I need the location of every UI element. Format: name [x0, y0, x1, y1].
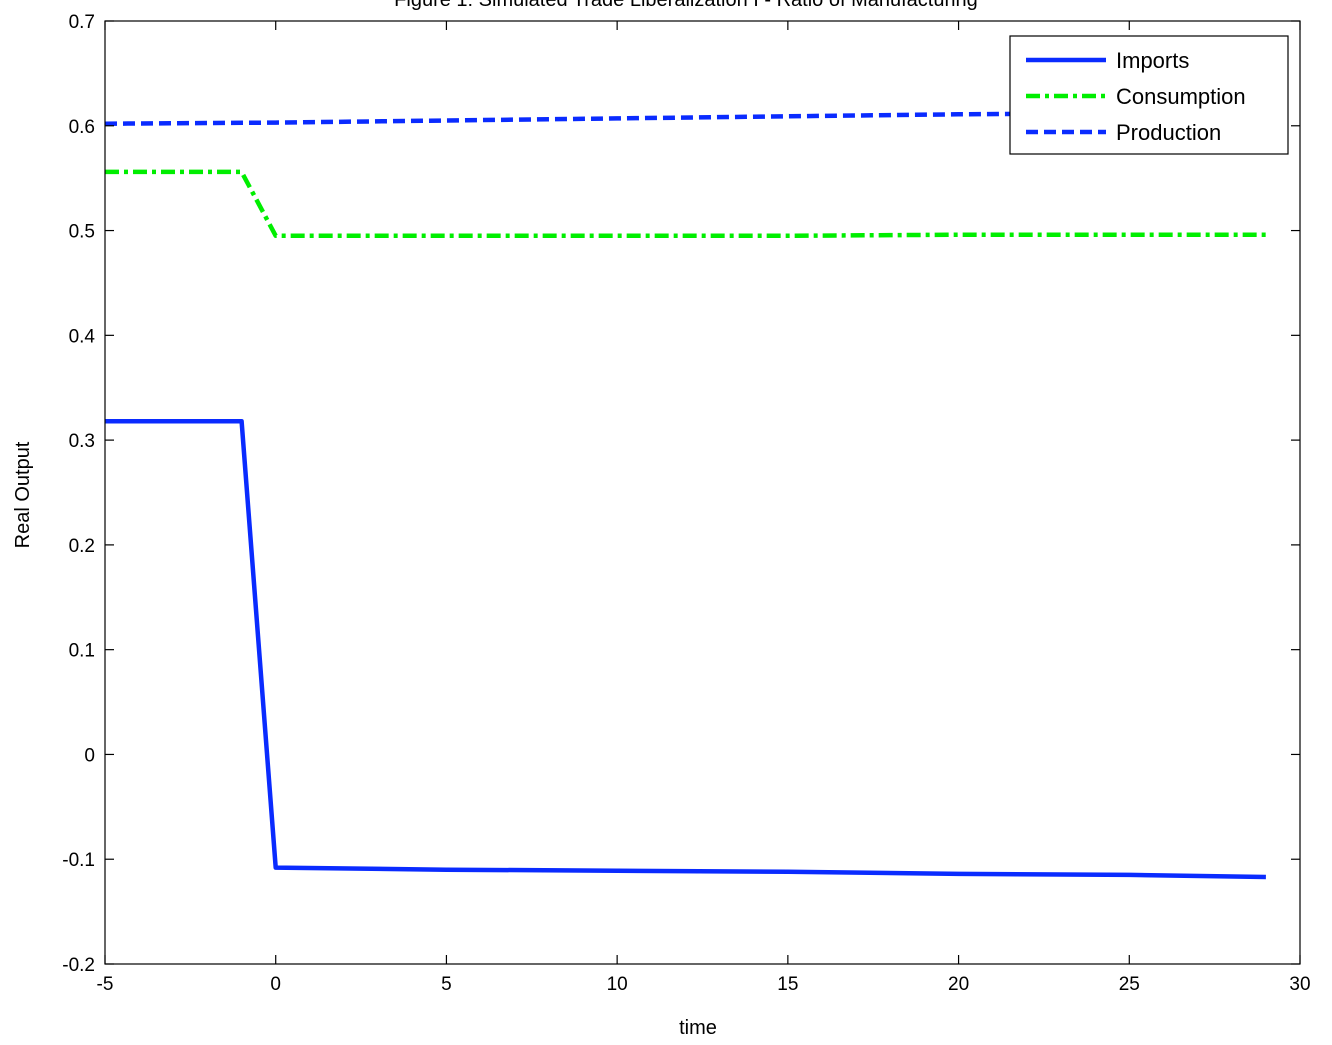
y-tick-label: 0.4 [69, 326, 96, 347]
series-layer [104, 109, 1266, 880]
legend-label-consumption: Consumption [1116, 84, 1246, 109]
y-tick-label: 0.6 [69, 117, 95, 138]
x-tick-label: 30 [1289, 974, 1310, 995]
x-tick-label: 10 [607, 974, 628, 995]
y-tick-label: 0.7 [69, 12, 95, 33]
plot-frame [104, 20, 1301, 965]
chart-title: Figure 1: Simulated Trade Liberalization… [394, 0, 978, 11]
y-tick-label: 0 [84, 745, 95, 766]
x-axis-title: time [679, 1017, 717, 1039]
x-tick-label: 5 [441, 974, 452, 995]
series-line-imports [105, 419, 1266, 880]
x-tick-label: -5 [97, 974, 114, 995]
y-tick-label: 0.2 [69, 536, 95, 557]
ticks-layer [104, 20, 1301, 965]
y-tick-label: 0.1 [69, 641, 95, 662]
legend-label-imports: Imports [1116, 48, 1189, 73]
x-tick-label: 15 [777, 974, 798, 995]
y-tick-label: 0.5 [69, 222, 95, 243]
x-tick-label: 25 [1119, 974, 1140, 995]
y-tick-label: -0.2 [62, 955, 95, 976]
tick-labels-layer: -5 0 5 10 15 20 25 30 -0.2 -0.1 0 0.1 0.2 0.3 0.4 0.5 0.… [62, 12, 1310, 995]
y-axis-title: Real Output [12, 441, 34, 548]
x-tick-label: 0 [270, 974, 281, 995]
y-tick-label: -0.1 [62, 850, 95, 871]
x-tick-label: 20 [948, 974, 969, 995]
y-tick-label: 0.3 [69, 431, 95, 452]
series-line-consumption [105, 169, 1266, 239]
legend: Imports Consumption Production [1009, 35, 1289, 155]
legend-label-production: Production [1116, 120, 1221, 145]
